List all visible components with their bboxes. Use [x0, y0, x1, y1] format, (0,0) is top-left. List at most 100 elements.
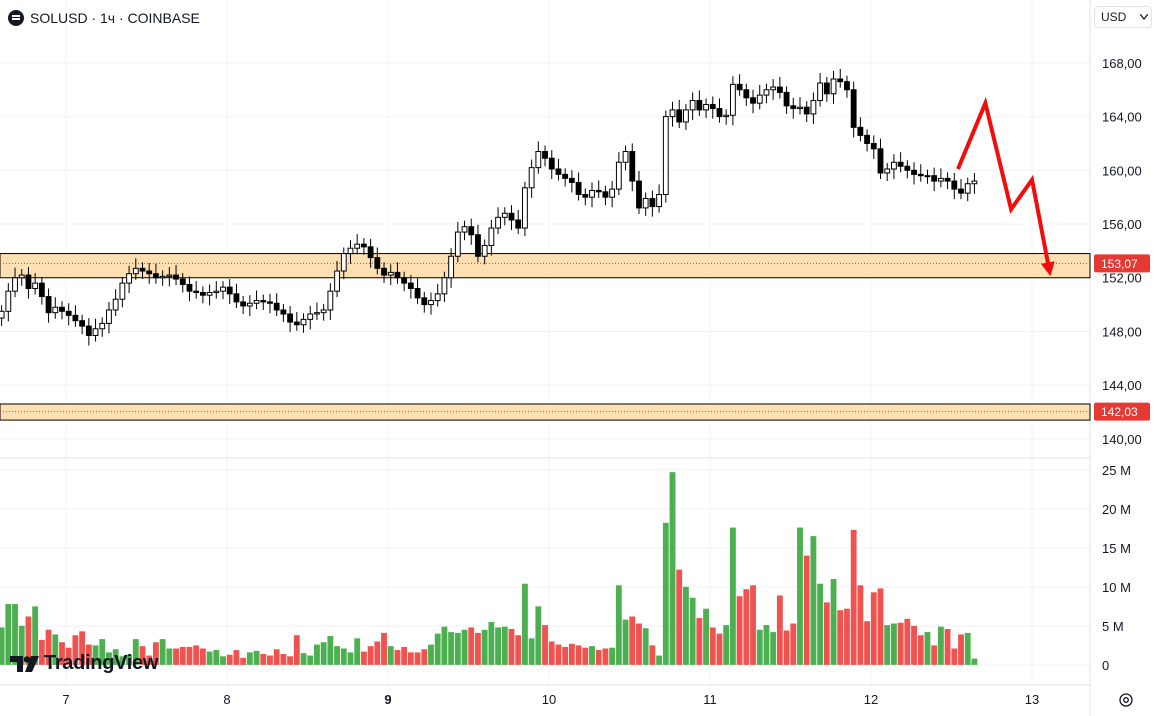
- volume-bar[interactable]: [548, 641, 555, 665]
- candle-body[interactable]: [823, 82, 830, 95]
- volume-bar[interactable]: [656, 655, 663, 665]
- candle-body[interactable]: [307, 313, 314, 320]
- volume-bar[interactable]: [448, 632, 455, 665]
- candle-body[interactable]: [18, 274, 25, 279]
- volume-bar[interactable]: [589, 646, 595, 665]
- candle-body[interactable]: [729, 83, 736, 116]
- volume-bar[interactable]: [314, 644, 320, 665]
- candle-body[interactable]: [132, 267, 139, 275]
- volume-bar[interactable]: [139, 646, 146, 665]
- volume-bar[interactable]: [924, 632, 931, 665]
- candle-body[interactable]: [179, 278, 186, 285]
- volume-bar[interactable]: [709, 627, 716, 665]
- candle-body[interactable]: [394, 271, 401, 279]
- volume-bar[interactable]: [703, 608, 709, 665]
- candle-body[interactable]: [575, 181, 582, 195]
- candle-body[interactable]: [736, 83, 743, 91]
- volume-bar[interactable]: [884, 625, 891, 665]
- volume-bar[interactable]: [629, 616, 636, 665]
- candle-body[interactable]: [146, 270, 153, 275]
- volume-bar[interactable]: [944, 628, 951, 665]
- volume-bar[interactable]: [481, 629, 488, 665]
- candle-body[interactable]: [488, 227, 495, 247]
- candle-body[interactable]: [454, 231, 461, 257]
- candle-body[interactable]: [770, 86, 777, 91]
- candle-body[interactable]: [890, 161, 897, 170]
- candle-body[interactable]: [260, 300, 267, 303]
- candle-body[interactable]: [273, 302, 280, 311]
- volume-bar[interactable]: [253, 650, 260, 665]
- candle-body[interactable]: [495, 216, 501, 229]
- candle-body[interactable]: [159, 275, 166, 279]
- candle-body[interactable]: [629, 151, 636, 182]
- candle-body[interactable]: [428, 300, 434, 306]
- volume-bar[interactable]: [374, 641, 381, 665]
- candle-body[interactable]: [676, 109, 683, 123]
- candle-body[interactable]: [542, 151, 548, 159]
- volume-bar[interactable]: [729, 527, 736, 665]
- volume-bar[interactable]: [615, 585, 622, 665]
- volume-bar[interactable]: [461, 629, 468, 665]
- candle-body[interactable]: [139, 267, 146, 272]
- volume-bar[interactable]: [609, 647, 616, 665]
- volume-bar[interactable]: [65, 647, 72, 665]
- volume-bar[interactable]: [508, 628, 515, 665]
- volume-bar[interactable]: [931, 645, 938, 665]
- candle-body[interactable]: [314, 312, 320, 315]
- volume-bar[interactable]: [488, 621, 495, 665]
- candle-body[interactable]: [636, 180, 642, 209]
- candle-body[interactable]: [897, 161, 904, 167]
- volume-bar[interactable]: [347, 652, 354, 665]
- volume-bar[interactable]: [52, 634, 59, 665]
- candle-body[interactable]: [300, 318, 307, 326]
- candle-body[interactable]: [65, 310, 72, 316]
- candle-body[interactable]: [434, 293, 441, 302]
- volume-bar[interactable]: [273, 649, 280, 665]
- candle-body[interactable]: [669, 109, 676, 118]
- candle-body[interactable]: [924, 175, 931, 178]
- volume-bar[interactable]: [206, 651, 213, 665]
- volume-bar[interactable]: [45, 629, 52, 665]
- volume-bar[interactable]: [213, 650, 220, 665]
- volume-bar[interactable]: [790, 623, 797, 665]
- volume-bar[interactable]: [951, 648, 958, 665]
- volume-bar[interactable]: [515, 635, 522, 665]
- volume-bar[interactable]: [501, 626, 508, 665]
- volume-bar[interactable]: [669, 472, 676, 665]
- volume-bar[interactable]: [414, 652, 421, 665]
- volume-bar[interactable]: [381, 632, 387, 665]
- candle-body[interactable]: [595, 189, 602, 193]
- volume-bar[interactable]: [649, 645, 656, 665]
- candle-body[interactable]: [381, 267, 387, 276]
- candle-body[interactable]: [233, 293, 240, 303]
- volume-bar[interactable]: [260, 653, 267, 665]
- volume-bar[interactable]: [246, 652, 253, 665]
- candle-body[interactable]: [864, 134, 870, 144]
- volume-bar[interactable]: [904, 618, 911, 665]
- volume-bar[interactable]: [38, 639, 45, 665]
- candle-body[interactable]: [656, 193, 663, 208]
- volume-bar[interactable]: [320, 642, 327, 665]
- candle-body[interactable]: [153, 273, 159, 279]
- volume-bar[interactable]: [307, 655, 314, 665]
- volume-bar[interactable]: [193, 645, 200, 665]
- candle-body[interactable]: [716, 108, 723, 118]
- volume-bar[interactable]: [743, 589, 750, 665]
- support-zone[interactable]: [0, 403, 1091, 421]
- volume-bar[interactable]: [387, 646, 394, 665]
- volume-bar[interactable]: [958, 634, 964, 665]
- volume-bar[interactable]: [522, 583, 528, 665]
- candle-body[interactable]: [327, 290, 334, 311]
- candle-body[interactable]: [850, 89, 857, 128]
- candle-body[interactable]: [535, 151, 542, 169]
- candle-body[interactable]: [964, 183, 971, 194]
- currency-selector[interactable]: USD: [1094, 6, 1152, 28]
- candle-body[interactable]: [904, 165, 911, 171]
- volume-bar[interactable]: [475, 632, 481, 665]
- candle-body[interactable]: [106, 309, 112, 324]
- candle-body[interactable]: [360, 243, 367, 248]
- volume-bar[interactable]: [59, 642, 65, 665]
- candle-body[interactable]: [837, 78, 844, 83]
- volume-bar[interactable]: [837, 610, 844, 665]
- volume-bar[interactable]: [937, 626, 944, 665]
